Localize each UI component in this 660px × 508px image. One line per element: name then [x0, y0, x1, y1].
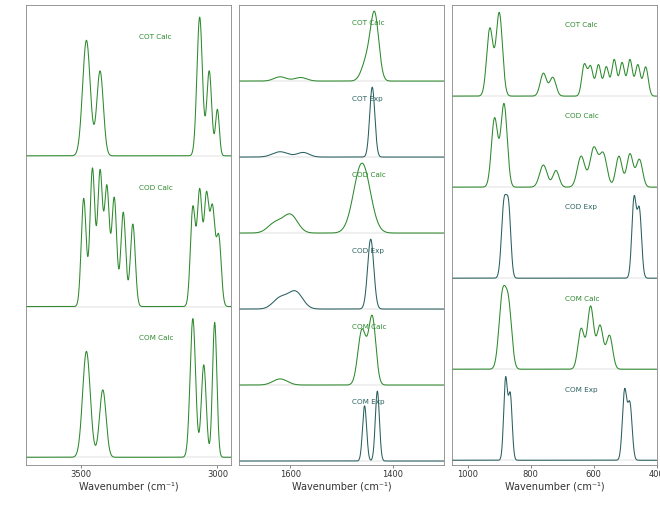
X-axis label: Wavenumber (cm⁻¹): Wavenumber (cm⁻¹) — [79, 482, 179, 491]
Text: COD Calc: COD Calc — [139, 184, 173, 190]
Text: COT Calc: COT Calc — [352, 19, 384, 25]
Text: COM Calc: COM Calc — [564, 296, 599, 302]
Text: COD Exp: COD Exp — [564, 205, 597, 210]
Text: COM Calc: COM Calc — [352, 324, 386, 330]
Text: COT Calc: COT Calc — [139, 34, 172, 40]
Text: COD Calc: COD Calc — [352, 172, 385, 177]
Text: COM Exp: COM Exp — [352, 399, 384, 405]
X-axis label: Wavenumber (cm⁻¹): Wavenumber (cm⁻¹) — [292, 482, 391, 491]
Text: COD Exp: COD Exp — [352, 247, 383, 253]
Text: COT Calc: COT Calc — [564, 22, 597, 28]
Text: COM Calc: COM Calc — [139, 335, 174, 341]
Text: COM Exp: COM Exp — [564, 387, 597, 393]
X-axis label: Wavenumber (cm⁻¹): Wavenumber (cm⁻¹) — [504, 482, 604, 491]
Text: COT Exp: COT Exp — [352, 96, 383, 102]
Text: COD Calc: COD Calc — [564, 113, 599, 119]
